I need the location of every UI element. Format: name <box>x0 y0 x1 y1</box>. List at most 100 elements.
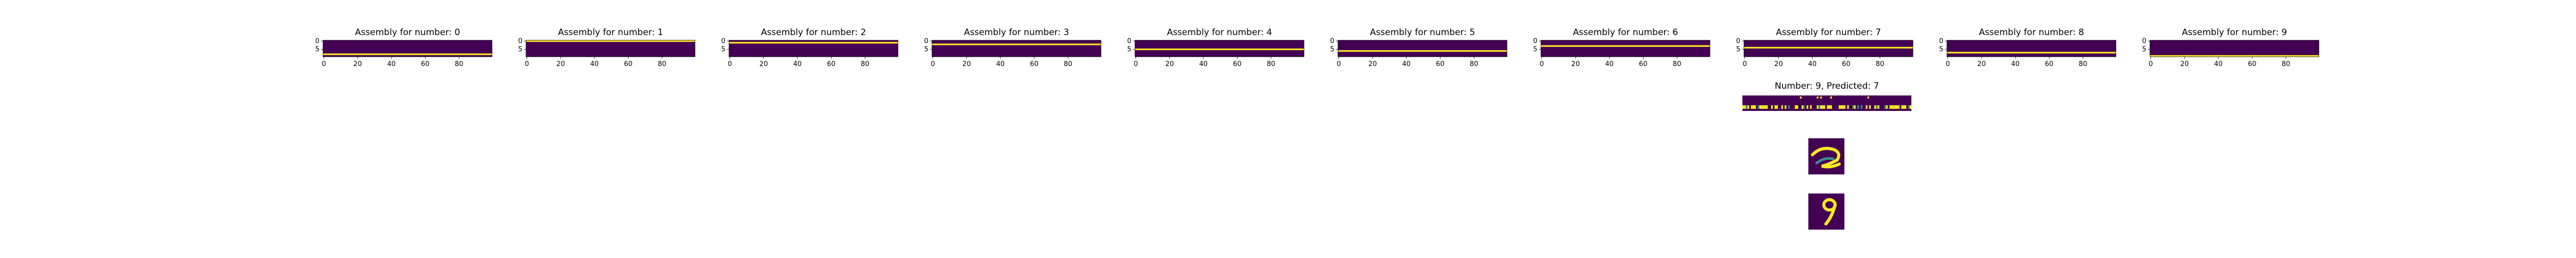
x-tick-label: 60 <box>1030 60 1039 68</box>
y-tick-label: 0 <box>315 38 319 45</box>
spike-cell <box>1827 105 1829 109</box>
x-tick-label: 60 <box>827 60 836 68</box>
spike-cell <box>1896 105 1898 109</box>
panel-title: Assembly for number: 0 <box>355 27 460 38</box>
assembly-panel-2: Assembly for number: 2 0 20 40 60 80 05 <box>721 27 899 68</box>
spike-cell <box>1757 105 1759 109</box>
panel-title: Assembly for number: 9 <box>2182 27 2287 38</box>
axes-frame <box>1946 40 2116 57</box>
x-tick-label: 60 <box>1842 60 1851 68</box>
spike-cell <box>1810 105 1812 109</box>
active-neuron-row <box>729 42 898 44</box>
spike-cell <box>1822 105 1824 109</box>
heatmap-background <box>1541 40 1710 57</box>
spike-cell <box>1909 105 1911 109</box>
axes-frame <box>526 40 696 57</box>
x-tick-label: 20 <box>1165 60 1174 68</box>
x-tick-label: 0 <box>524 60 529 68</box>
panel-title: Assembly for number: 5 <box>1370 27 1475 38</box>
spike-cell <box>1903 105 1905 109</box>
y-tick-label: 0 <box>1736 38 1740 45</box>
x-tick-label: 0 <box>1336 60 1341 68</box>
digit-input-image <box>1808 194 1844 230</box>
active-neuron-row <box>526 40 695 42</box>
x-tick-label: 60 <box>1233 60 1242 68</box>
x-tick-label: 0 <box>2148 60 2153 68</box>
heatmap-background <box>932 40 1101 57</box>
x-tick-label: 0 <box>930 60 935 68</box>
x-tick-label: 40 <box>2214 60 2223 68</box>
panel-title: Assembly for number: 8 <box>1979 27 2084 38</box>
x-tick-label: 80 <box>2282 60 2291 68</box>
spike-cell <box>1817 96 1819 99</box>
spike-cell <box>1847 105 1849 109</box>
x-tick-label: 80 <box>1673 60 1682 68</box>
spike-cell <box>1785 105 1787 109</box>
active-neuron-row <box>1541 45 1710 47</box>
spike-cell <box>1818 105 1820 109</box>
x-tick-label: 60 <box>2045 60 2054 68</box>
spike-cell <box>1771 105 1773 109</box>
spike-cell <box>1830 96 1832 99</box>
panel-title: Assembly for number: 2 <box>761 27 866 38</box>
x-tick-label: 80 <box>1267 60 1276 68</box>
spike-cell <box>1876 105 1878 109</box>
axes-frame <box>2149 40 2319 57</box>
assembly-panel-7: Assembly for number: 7 0 20 40 60 80 05 <box>1736 27 1913 68</box>
x-tick-label: 40 <box>387 60 396 68</box>
y-tick-label: 5 <box>1127 46 1131 54</box>
spike-cell <box>1840 105 1842 109</box>
y-tick-label: 5 <box>924 46 928 54</box>
x-tick-label: 80 <box>861 60 870 68</box>
x-tick-label: 0 <box>321 60 326 68</box>
x-tick-label: 40 <box>793 60 802 68</box>
active-neuron-row <box>323 53 492 55</box>
active-neuron-row <box>1135 49 1304 51</box>
panel-title: Assembly for number: 3 <box>964 27 1069 38</box>
spike-cell <box>1838 105 1841 109</box>
x-tick-label: 0 <box>1539 60 1544 68</box>
x-tick-label: 40 <box>2011 60 2020 68</box>
active-neuron-row <box>1744 46 1913 49</box>
axes-frame <box>1743 40 1913 57</box>
axes-frame <box>1337 40 1507 57</box>
spike-cell <box>1745 105 1748 109</box>
spike-cell <box>1801 105 1804 109</box>
x-tick-label: 40 <box>590 60 599 68</box>
spike-cell <box>1803 105 1805 109</box>
y-tick-label: 5 <box>1939 46 1943 54</box>
spike-cell <box>1754 105 1756 109</box>
panel-title: Assembly for number: 1 <box>558 27 663 38</box>
spike-cell <box>1857 105 1859 109</box>
spike-cell <box>1860 105 1862 109</box>
spike-cell <box>1794 105 1797 109</box>
spike-cell <box>1904 105 1907 109</box>
spike-cell <box>1828 105 1831 109</box>
digit-tail <box>1824 205 1836 225</box>
spike-cell <box>1823 105 1825 109</box>
axes-frame <box>728 40 899 57</box>
x-tick-label: 0 <box>727 60 732 68</box>
spike-cell <box>1761 105 1763 109</box>
y-tick-label: 5 <box>1533 46 1537 54</box>
heatmap-background <box>2150 40 2319 57</box>
heatmap-background <box>1338 40 1507 57</box>
x-tick-label: 20 <box>353 60 362 68</box>
active-neuron-row <box>2150 55 2319 57</box>
x-tick-label: 0 <box>1742 60 1747 68</box>
y-tick-label: 0 <box>1127 38 1131 45</box>
assembly-panel-1: Assembly for number: 1 0 20 40 60 80 05 <box>518 27 696 68</box>
spike-cell <box>1817 105 1819 109</box>
spike-cell <box>1843 105 1846 109</box>
panel-title: Assembly for number: 6 <box>1573 27 1678 38</box>
spike-cell <box>1867 96 1869 99</box>
x-tick-label: 40 <box>1808 60 1817 68</box>
y-tick-label: 5 <box>315 46 319 54</box>
panel-title: Assembly for number: 4 <box>1167 27 1272 38</box>
assembly-panel-5: Assembly for number: 5 0 20 40 60 80 05 <box>1330 27 1507 68</box>
spike-cell <box>1751 105 1753 109</box>
active-neuron-row <box>932 43 1101 45</box>
x-tick-label: 80 <box>658 60 667 68</box>
y-tick-label: 0 <box>518 38 522 45</box>
x-tick-label: 80 <box>1470 60 1479 68</box>
